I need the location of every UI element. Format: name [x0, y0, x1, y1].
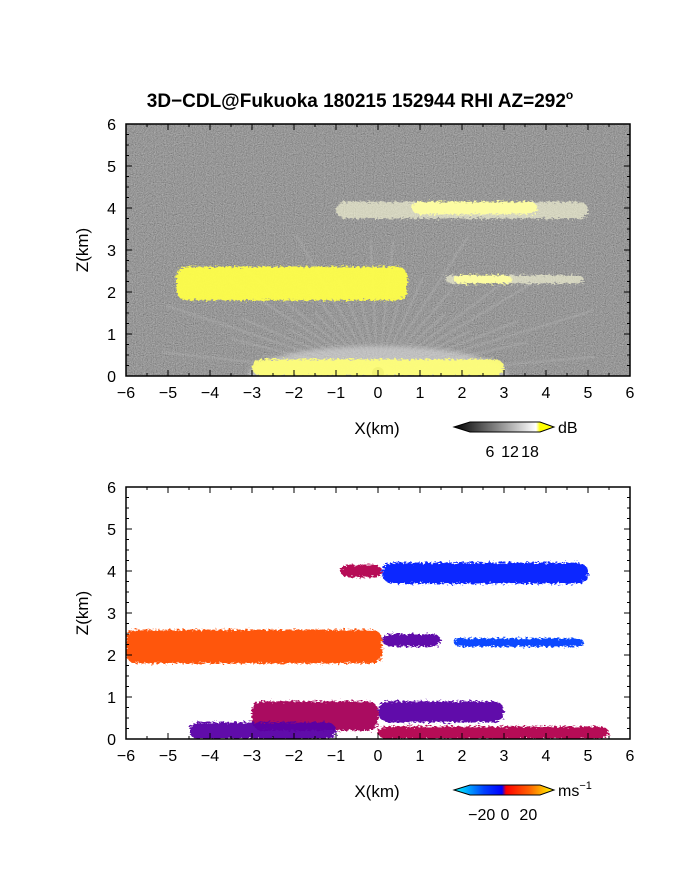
velocity-x-label: X(km) [354, 782, 399, 801]
x-tick-label: −2 [285, 385, 303, 402]
colorbar-tick-label: 12 [501, 444, 519, 461]
velocity-image [126, 487, 630, 739]
data-feature [336, 201, 588, 219]
x-tick-label: −1 [327, 385, 345, 402]
colorbar-tick-label: −20 [468, 807, 495, 824]
x-tick-label: 5 [584, 748, 593, 765]
x-tick-label: 5 [584, 385, 593, 402]
data-feature [445, 275, 584, 284]
x-tick-label: 6 [626, 385, 635, 402]
data-feature [340, 564, 383, 578]
reflectivity-colorbar-unit: dB [558, 420, 578, 437]
velocity-panel: −6 −5 −4 −3 −2 −1 0 1 2 3 4 5 6 0 1 2 3 4 5 6 X(km) Z(km) m… [73, 480, 635, 824]
velocity-colorbar-unit: ms−1 [558, 780, 592, 800]
figure-title: 3D−CDL@Fukuoka 180215 152944 RHI AZ=292o [147, 88, 574, 112]
reflectivity-image [126, 124, 630, 376]
velocity-colorbar: ms−1 −20 0 20 [452, 780, 592, 824]
x-tick-label: 4 [542, 385, 551, 402]
y-tick-label: 4 [107, 564, 116, 581]
data-feature [382, 634, 441, 647]
x-tick-label: 1 [416, 748, 425, 765]
y-tick-label: 1 [107, 690, 116, 707]
x-tick-label: −1 [327, 748, 345, 765]
x-tick-label: −4 [201, 385, 219, 402]
x-tick-label: 2 [458, 748, 467, 765]
y-tick-label: 3 [107, 606, 116, 623]
x-tick-label: 0 [374, 385, 383, 402]
velocity-y-label: Z(km) [73, 591, 92, 635]
colorbar-tick-label: 6 [486, 444, 495, 461]
data-feature [176, 266, 408, 301]
reflectivity-y-label: Z(km) [73, 228, 92, 272]
y-tick-label: 5 [107, 159, 116, 176]
x-tick-label: −3 [243, 748, 261, 765]
y-tick-label: 6 [107, 117, 116, 134]
x-tick-label: −6 [117, 385, 135, 402]
x-tick-label: −5 [159, 748, 177, 765]
colorbar-tick-label: 20 [519, 807, 537, 824]
x-tick-label: −5 [159, 385, 177, 402]
data-feature [382, 562, 588, 584]
data-feature [126, 629, 383, 664]
x-tick-label: −4 [201, 748, 219, 765]
reflectivity-x-label: X(km) [354, 419, 399, 438]
x-tick-label: 6 [626, 748, 635, 765]
y-tick-label: 4 [107, 201, 116, 218]
y-tick-label: 2 [107, 285, 116, 302]
y-tick-label: 1 [107, 327, 116, 344]
y-tick-label: 5 [107, 522, 116, 539]
y-tick-label: 2 [107, 648, 116, 665]
colorbar-tick-label: 0 [501, 807, 510, 824]
data-feature [252, 359, 504, 376]
x-tick-label: 2 [458, 385, 467, 402]
x-tick-label: 1 [416, 385, 425, 402]
data-feature [189, 722, 336, 739]
y-tick-label: 0 [107, 732, 116, 749]
reflectivity-colorbar: dB 6 12 18 [452, 420, 578, 461]
data-feature [378, 701, 504, 723]
x-tick-label: −6 [117, 748, 135, 765]
x-tick-label: 4 [542, 748, 551, 765]
x-tick-label: 3 [500, 748, 509, 765]
x-tick-label: −3 [243, 385, 261, 402]
colorbar-tick-label: 18 [521, 444, 539, 461]
y-tick-label: 3 [107, 243, 116, 260]
x-tick-label: 3 [500, 385, 509, 402]
x-tick-label: 0 [374, 748, 383, 765]
data-feature [453, 638, 584, 647]
y-tick-label: 0 [107, 369, 116, 386]
data-feature [378, 726, 609, 739]
y-tick-label: 6 [107, 480, 116, 497]
x-tick-label: −2 [285, 748, 303, 765]
